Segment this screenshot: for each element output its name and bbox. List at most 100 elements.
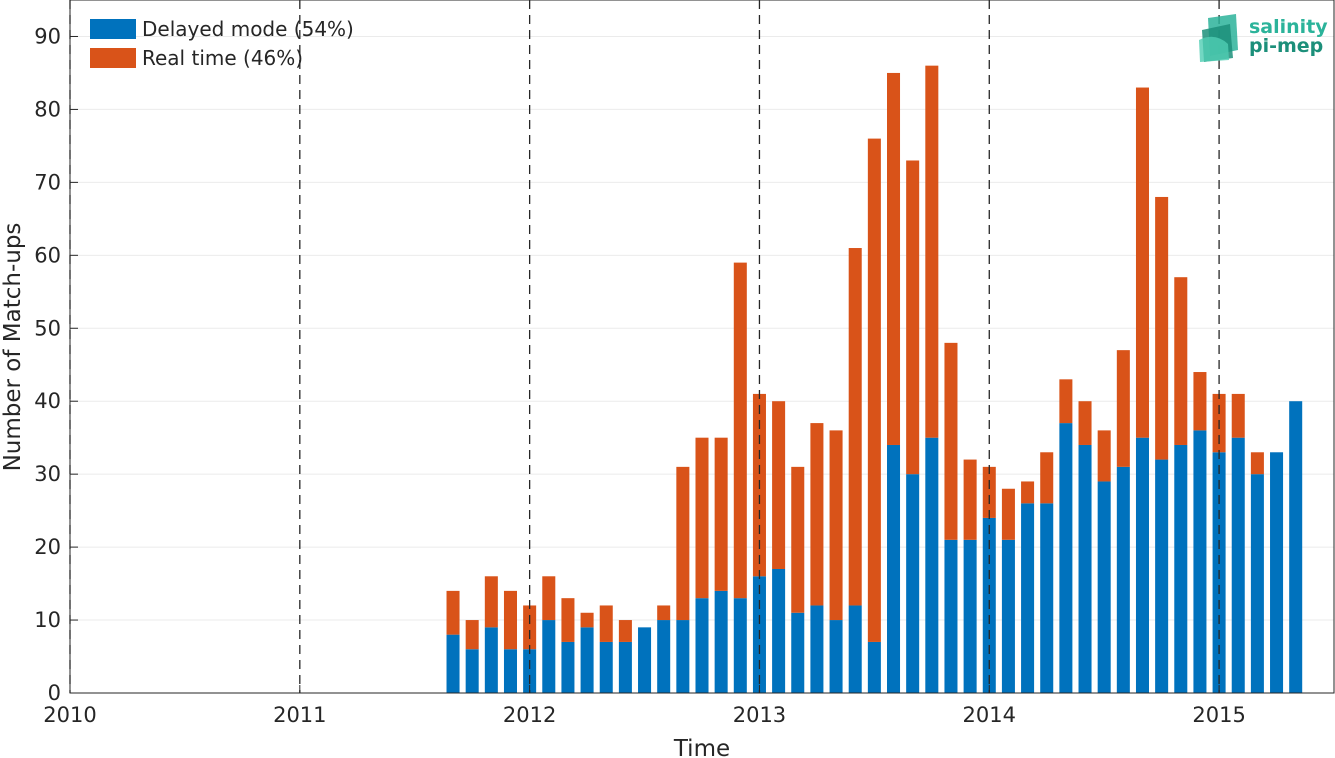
bar-delayed-mode [1001,539,1015,693]
bar-real-time [657,605,671,621]
bar-delayed-mode [848,605,862,693]
bar-delayed-mode [599,641,613,693]
bar-delayed-mode [695,598,709,693]
bar-delayed-mode [963,539,977,693]
bar-delayed-mode [1250,474,1264,693]
bar-real-time [1097,430,1111,482]
bar-real-time [1040,452,1054,504]
bar-real-time [848,248,862,606]
legend-label-delayed: Delayed mode (54%) [142,17,354,41]
bar-real-time [867,138,881,642]
bar-delayed-mode [523,649,537,693]
bar-delayed-mode [1059,423,1073,693]
bar-delayed-mode [810,605,824,693]
bar-delayed-mode [484,627,498,693]
bar-delayed-mode [1270,452,1284,693]
bar-real-time [829,430,843,621]
x-tick-label: 2010 [43,703,96,727]
bar-real-time [523,605,537,650]
bar-real-time [1021,481,1035,504]
bar-delayed-mode [1174,444,1188,693]
bar-delayed-mode [580,627,594,693]
x-tick-label: 2014 [963,703,1016,727]
bar-real-time [599,605,613,642]
y-tick-label: 10 [34,608,61,632]
bar-delayed-mode [465,649,479,693]
bar-delayed-mode [1116,466,1130,693]
bar-real-time [810,423,824,606]
bar-delayed-mode [925,437,939,693]
bar-delayed-mode [714,590,728,693]
bar-delayed-mode [542,620,556,693]
salinity-pimep-logo: salinity pi-mep [1199,14,1328,62]
x-axis: 2010 2011 2012 2013 2014 2015 [43,685,1246,727]
bar-real-time [733,262,747,599]
bar-delayed-mode [1289,401,1303,693]
plot-frame [69,0,1335,694]
bar-real-time [484,576,498,628]
bar-delayed-mode [772,568,786,693]
bar-delayed-mode [503,649,517,693]
bar-real-time [887,72,901,445]
bar-delayed-mode [887,444,901,693]
y-tick-label: 80 [34,97,61,121]
logo-text-line2: pi-mep [1249,35,1323,57]
bar-real-time [695,437,709,599]
bar-real-time [1231,393,1245,438]
bar-delayed-mode [1078,444,1092,693]
bar-real-time [618,620,632,642]
bar-delayed-mode [867,641,881,693]
logo-text-line1: salinity [1249,16,1328,38]
bar-real-time [561,598,575,642]
y-tick-label: 70 [34,170,61,194]
bar-real-time [1250,452,1264,475]
bar-real-time [944,342,958,540]
y-axis-title: Number of Match-ups [0,223,26,472]
bar-delayed-mode [829,620,843,693]
y-tick-label: 90 [34,24,61,48]
logo-waves-icon [1199,14,1238,62]
bar-delayed-mode [1040,503,1054,693]
x-tick-label: 2013 [733,703,786,727]
y-tick-label: 40 [34,389,61,413]
bars [446,65,1303,693]
bar-real-time [791,466,805,613]
bar-delayed-mode [618,641,632,693]
bar-real-time [925,65,939,438]
x-tick-label: 2011 [273,703,326,727]
bar-delayed-mode [906,474,920,693]
bar-delayed-mode [1097,481,1111,693]
y-tick-label: 20 [34,535,61,559]
bar-real-time [906,160,920,475]
y-tick-label: 50 [34,316,61,340]
x-tick-label: 2012 [503,703,556,727]
bar-real-time [1155,196,1169,460]
bar-real-time [963,459,977,540]
bar-delayed-mode [791,612,805,693]
bar-real-time [465,620,479,650]
bar-real-time [542,576,556,621]
bar-delayed-mode [676,620,690,693]
legend-swatch-delayed [90,19,136,39]
y-tick-label: 60 [34,243,61,267]
bar-delayed-mode [1021,503,1035,693]
y-tick-label: 30 [34,462,61,486]
legend-swatch-realtime [90,48,136,68]
bar-real-time [676,466,690,621]
bar-real-time [714,437,728,591]
bar-delayed-mode [1193,430,1207,693]
bar-real-time [580,612,594,628]
bar-real-time [982,466,996,518]
bar-real-time [1193,372,1207,431]
bar-delayed-mode [1155,459,1169,693]
bar-delayed-mode [944,539,958,693]
x-axis-title: Time [673,736,730,758]
bar-delayed-mode [638,627,652,693]
bar-real-time [1116,350,1130,467]
bar-real-time [1174,277,1188,445]
grid-lines [70,35,1334,621]
bar-delayed-mode [733,598,747,693]
bar-delayed-mode [1135,437,1149,693]
y-axis: 0 10 20 30 40 50 60 70 80 90 [34,24,78,705]
